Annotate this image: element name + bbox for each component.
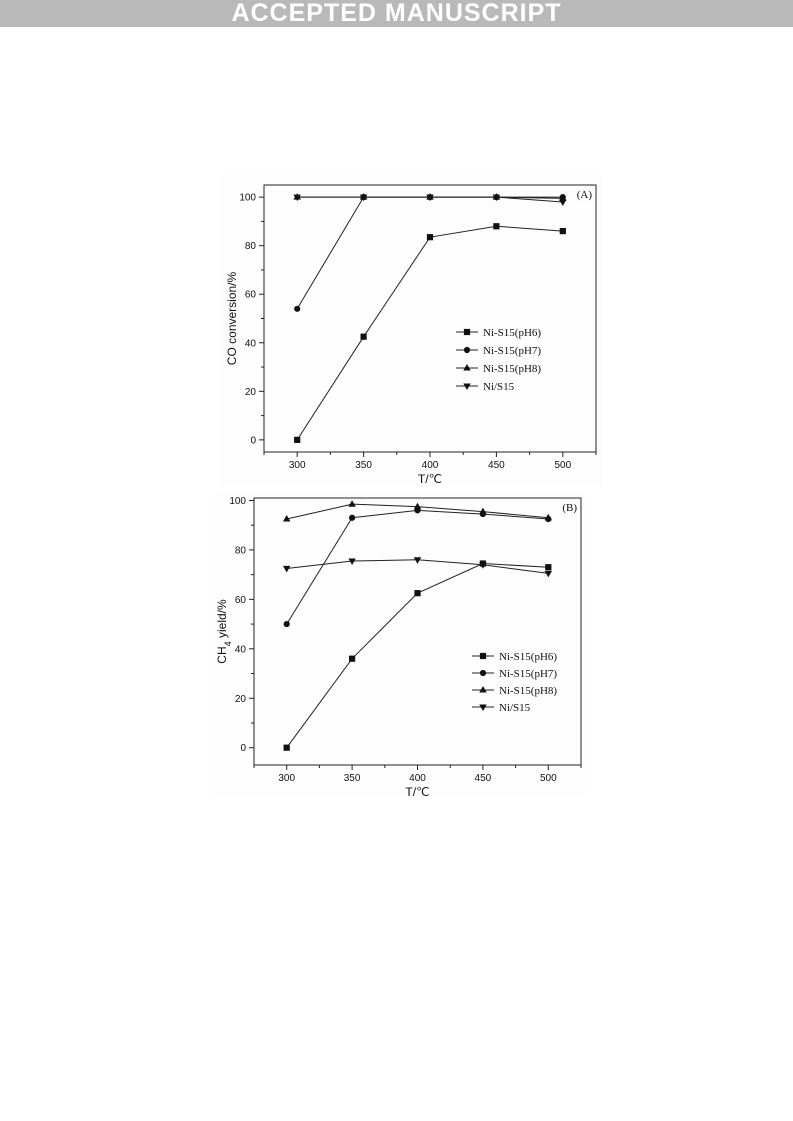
- accepted-manuscript-banner: ACCEPTED MANUSCRIPT: [0, 0, 793, 27]
- chart-b-data-point: [545, 564, 552, 571]
- chart-a-legend-entry: Ni-S15(pH6): [456, 327, 541, 339]
- chart-a-legend-label: Ni-S15(pH8): [483, 363, 541, 375]
- chart-b-data-point: [349, 514, 356, 521]
- chart-b-legend-marker: [479, 704, 487, 711]
- chart-a-series-0: [294, 223, 566, 443]
- chart-b-legend-label: Ni/S15: [499, 702, 531, 714]
- chart-b-y-tick-label: 40: [235, 644, 247, 655]
- chart-a-y-tick-label: 80: [245, 241, 257, 252]
- chart-a-data-point: [359, 194, 368, 202]
- chart-b-legend-label: Ni-S15(pH7): [499, 668, 557, 680]
- chart-a-x-tick-label: 300: [289, 460, 306, 471]
- chart-a-y-tick-label: 40: [245, 338, 257, 349]
- chart-a-x-tick-label: 500: [554, 460, 571, 471]
- chart-b-legend: Ni-S15(pH6) Ni-S15(pH7) Ni-S15(pH8) Ni/S15: [472, 651, 557, 714]
- chart-a-x-axis-label: T/℃: [418, 472, 442, 486]
- chart-b-panel-label: (B): [562, 502, 577, 514]
- chart-a-legend-label: Ni-S15(pH6): [483, 327, 541, 339]
- chart-b-x-axis-label: T/℃: [405, 785, 429, 796]
- chart-b-series-1: [283, 507, 552, 628]
- chart-b-series-2: [282, 500, 553, 522]
- chart-b-x-tick-label: 450: [475, 773, 492, 784]
- chart-b-data-point: [479, 507, 487, 515]
- chart-a-y-tick-label: 0: [250, 435, 256, 446]
- chart-b-legend-marker: [479, 686, 487, 693]
- chart-b-data-point: [348, 500, 356, 507]
- chart-b-data-point: [349, 655, 356, 662]
- chart-a-legend-marker: [463, 383, 471, 390]
- chart-a-y-tick-label: 100: [239, 193, 256, 204]
- chart-b-data-point: [413, 557, 422, 564]
- chart-a-data-point: [492, 194, 501, 202]
- chart-b-series-line: [286, 509, 549, 625]
- chart-b-x-tick-label: 350: [344, 773, 361, 784]
- chart-a-data-point: [559, 228, 566, 235]
- chart-a-panel-label: (A): [577, 189, 593, 201]
- chart-b-legend-label: Ni-S15(pH8): [499, 685, 557, 697]
- chart-a-y-axis-label: CO conversion/%: [225, 271, 239, 365]
- chart-b-data-point: [479, 562, 487, 569]
- chart-b-data-point: [282, 565, 291, 573]
- chart-b-x-tick-label: 500: [540, 773, 557, 784]
- chart-a-data-point: [294, 436, 301, 443]
- chart-b-legend-entry: Ni-S15(pH7): [472, 668, 557, 680]
- chart-a-series-line: [296, 196, 563, 310]
- chart-b-y-tick-label: 100: [229, 496, 246, 507]
- chart-a-legend-label: Ni-S15(pH7): [483, 345, 541, 357]
- chart-a-legend-entry: Ni-S15(pH8): [456, 363, 541, 375]
- chart-a-plot-frame: [263, 184, 597, 453]
- chart-b-legend-entry: Ni-S15(pH8): [472, 685, 557, 697]
- chart-a-data-point: [493, 223, 500, 230]
- chart-a-y-tick-label: 20: [245, 387, 257, 398]
- chart-b-y-tick-label: 20: [235, 694, 247, 705]
- chart-b-data-point: [544, 570, 553, 578]
- chart-a-series-1: [294, 194, 566, 312]
- chart-a-x-tick-label: 450: [488, 460, 505, 471]
- chart-a-svg: 300 350 400 450 500 0 20 40 60 80 100 T/℃ CO convers…: [225, 184, 597, 486]
- chart-panel-a: 300 350 400 450 500 0 20 40 60 80 100 T/℃ CO convers…: [220, 175, 603, 487]
- chart-a-x-tick-label: 400: [422, 460, 439, 471]
- chart-b-x-tick-label: 400: [409, 773, 426, 784]
- chart-b-y-tick-label: 80: [235, 545, 247, 556]
- chart-b-x-tick-label: 300: [278, 773, 295, 784]
- chart-b-data-point: [413, 502, 422, 510]
- chart-a-legend-label: Ni/S15: [483, 381, 515, 393]
- chart-a-x-tick-label: 350: [355, 460, 372, 471]
- chart-a-data-point: [294, 305, 301, 312]
- chart-a-legend: Ni-S15(pH6) Ni-S15(pH7) Ni-S15(pH8) Ni/S15: [456, 327, 541, 393]
- chart-b-legend-label: Ni-S15(pH6): [499, 651, 557, 663]
- chart-a-data-point: [426, 234, 434, 241]
- chart-b-legend-marker: [479, 652, 487, 660]
- chart-a-series-3: [293, 194, 567, 206]
- chart-b-series-3: [282, 557, 553, 578]
- chart-b-legend-entry: Ni-S15(pH6): [472, 651, 557, 663]
- chart-a-legend-marker: [463, 364, 471, 371]
- chart-b-y-tick-label: 0: [240, 743, 246, 754]
- chart-a-data-point: [360, 333, 367, 340]
- chart-a-data-point: [559, 199, 567, 206]
- chart-b-svg: 300 350 400 450 500 0 20 40 60 80 100 T/℃ CH4 yield/…: [215, 496, 582, 796]
- chart-b-data-point: [414, 590, 421, 597]
- chart-b-data-point: [282, 515, 291, 522]
- chart-a-y-tick-label: 60: [245, 290, 257, 301]
- chart-b-legend-entry: Ni/S15: [472, 702, 531, 714]
- chart-a-legend-entry: Ni-S15(pH7): [456, 345, 541, 357]
- chart-a-data-point: [293, 194, 301, 202]
- chart-b-data-point: [348, 558, 356, 566]
- chart-a-data-point: [426, 194, 434, 202]
- chart-panel-b: 300 350 400 450 500 0 20 40 60 80 100 T/℃ CH4 yield/…: [214, 493, 585, 796]
- chart-b-data-point: [544, 513, 553, 521]
- chart-a-legend-entry: Ni/S15: [456, 381, 515, 393]
- chart-b-y-tick-label: 60: [235, 595, 247, 606]
- chart-b-data-point: [283, 620, 290, 628]
- chart-b-legend-marker: [479, 669, 487, 677]
- chart-a-legend-marker: [463, 346, 471, 354]
- chart-a-legend-marker: [463, 328, 471, 336]
- chart-b-y-axis-label: CH4 yield/%: [215, 599, 233, 664]
- chart-b-data-point: [283, 744, 290, 751]
